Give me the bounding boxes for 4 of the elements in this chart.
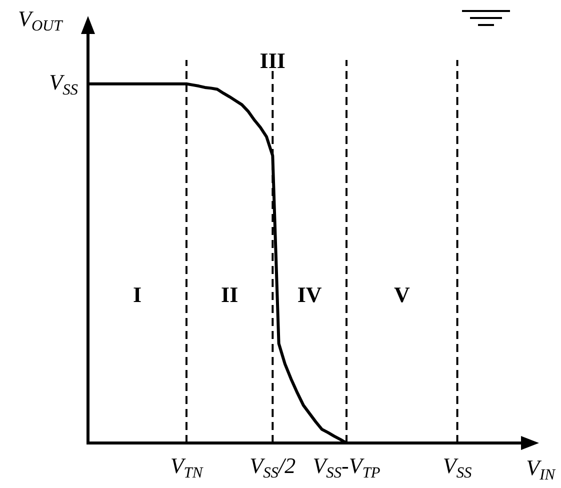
annotation: V: [394, 282, 410, 308]
annotation: I: [132, 282, 142, 308]
annotation: IV: [297, 282, 322, 308]
annotation: II: [221, 282, 238, 308]
